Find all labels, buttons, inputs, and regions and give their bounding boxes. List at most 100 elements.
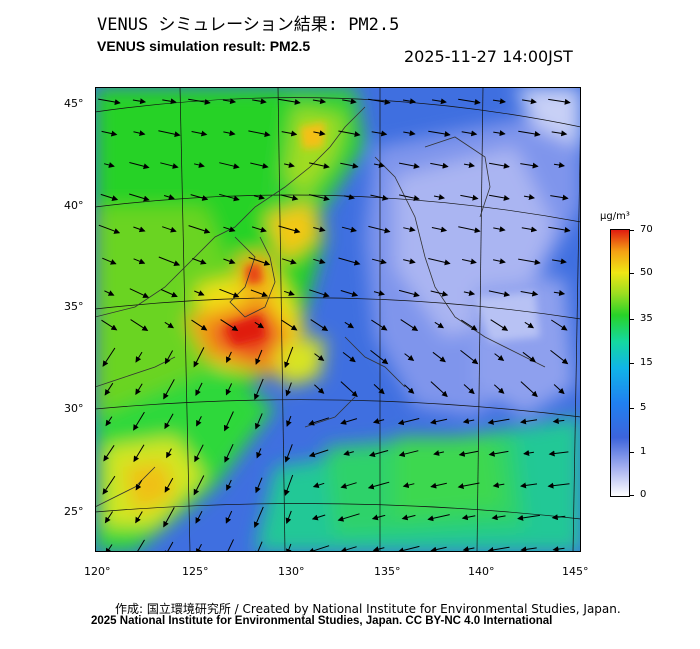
wind-arrow [371, 130, 388, 137]
wind-arrow [248, 257, 271, 266]
wind-arrow [132, 98, 147, 105]
wind-arrow [340, 482, 357, 489]
wind-arrow [286, 415, 292, 427]
wind-arrow [551, 514, 566, 521]
wind-arrow [163, 507, 175, 528]
wind-arrow [284, 474, 294, 496]
wind-arrow [342, 352, 356, 363]
wind-arrow [371, 514, 386, 521]
wind-arrow [283, 162, 295, 168]
wind-arrow [285, 510, 292, 525]
wind-arrow [196, 543, 202, 552]
footer-license: 2025 National Institute for Environmenta… [91, 615, 553, 627]
wind-arrow [219, 193, 240, 202]
wind-arrow [548, 98, 571, 105]
wind-arrow [433, 450, 445, 456]
wind-arrow [309, 289, 330, 298]
wind-arrow [252, 98, 267, 105]
wind-arrow [401, 514, 416, 521]
wind-arrow [398, 289, 420, 298]
wind-arrow [433, 194, 445, 200]
wind-arrow [518, 130, 541, 137]
wind-arrow [164, 413, 174, 430]
wind-arrow [457, 482, 480, 490]
wind-arrow [400, 319, 419, 331]
wind-arrow [494, 353, 505, 362]
wind-arrow [341, 226, 357, 233]
wind-arrow [312, 98, 327, 105]
wind-arrow [310, 319, 329, 331]
wind-arrow [551, 130, 568, 137]
wind-arrow [158, 256, 181, 266]
wind-arrow [163, 379, 175, 400]
wind-arrow [133, 411, 145, 431]
wind-arrow [105, 416, 113, 427]
wind-arrow [493, 258, 506, 265]
wind-arrow [223, 130, 236, 137]
wind-arrow [373, 290, 385, 296]
wind-arrow [340, 418, 358, 425]
graticule [95, 87, 581, 552]
wind-arrow [195, 382, 203, 396]
wind-arrow [434, 321, 445, 329]
wind-arrow [373, 162, 385, 168]
wind-arrow [162, 98, 177, 105]
wind-arrow [524, 321, 535, 329]
wind-arrow [372, 418, 385, 424]
wind-arrow [160, 162, 179, 169]
timestamp: 2025-11-27 14:00JST [404, 47, 573, 66]
lat-label-30: 30° [64, 402, 84, 415]
wind-arrow [193, 347, 205, 368]
wind-arrow [254, 413, 263, 430]
wind-arrow [226, 351, 232, 364]
colorbar-tick-50: 50 [640, 267, 653, 278]
wind-arrow [284, 444, 293, 463]
wind-arrow [188, 225, 211, 234]
wind-arrow [283, 290, 295, 296]
wind-arrow [256, 448, 262, 459]
wind-arrow [431, 226, 448, 233]
wind-arrow [551, 319, 568, 331]
wind-arrow [373, 384, 385, 395]
wind-arrow [492, 482, 505, 489]
wind-arrow [225, 510, 233, 524]
wind-arrow [160, 289, 178, 298]
wind-arrow [311, 514, 326, 521]
wind-arrow [342, 98, 357, 105]
wind-arrow [397, 418, 420, 426]
wind-arrow [219, 162, 240, 170]
wind-arrow [403, 130, 416, 137]
wind-arrow [194, 290, 205, 296]
wind-arrow [133, 258, 146, 265]
wind-arrow [553, 384, 565, 395]
wind-arrow [461, 319, 478, 331]
wind-arrow [338, 130, 361, 138]
wind-arrow [309, 162, 330, 169]
wind-arrow [251, 226, 267, 233]
wind-arrow [105, 544, 113, 552]
wind-arrow [308, 449, 329, 458]
lon-label-140: 140° [468, 565, 495, 578]
wind-arrow [462, 418, 475, 425]
wind-arrow [286, 543, 292, 552]
wind-arrow [135, 383, 143, 396]
wind-arrow [552, 546, 565, 552]
colorbar-unit: μg/m³ [600, 211, 630, 222]
lon-label-145: 145° [562, 565, 589, 578]
wind-arrow [164, 477, 174, 493]
wind-arrow [520, 290, 539, 297]
wind-arrow [220, 319, 239, 331]
wind-arrow [162, 226, 177, 233]
wind-arrow [520, 381, 538, 398]
wind-arrow [432, 98, 447, 105]
wind-arrow [371, 258, 387, 265]
lon-label-125: 125° [182, 565, 209, 578]
wind-arrow [461, 514, 476, 521]
wind-arrow [493, 384, 505, 394]
wind-arrow [103, 445, 115, 462]
wind-arrow [522, 351, 536, 363]
wind-arrow [314, 353, 325, 362]
wind-arrow [523, 450, 534, 456]
wind-arrow [255, 541, 263, 552]
pm25-map [95, 87, 581, 552]
